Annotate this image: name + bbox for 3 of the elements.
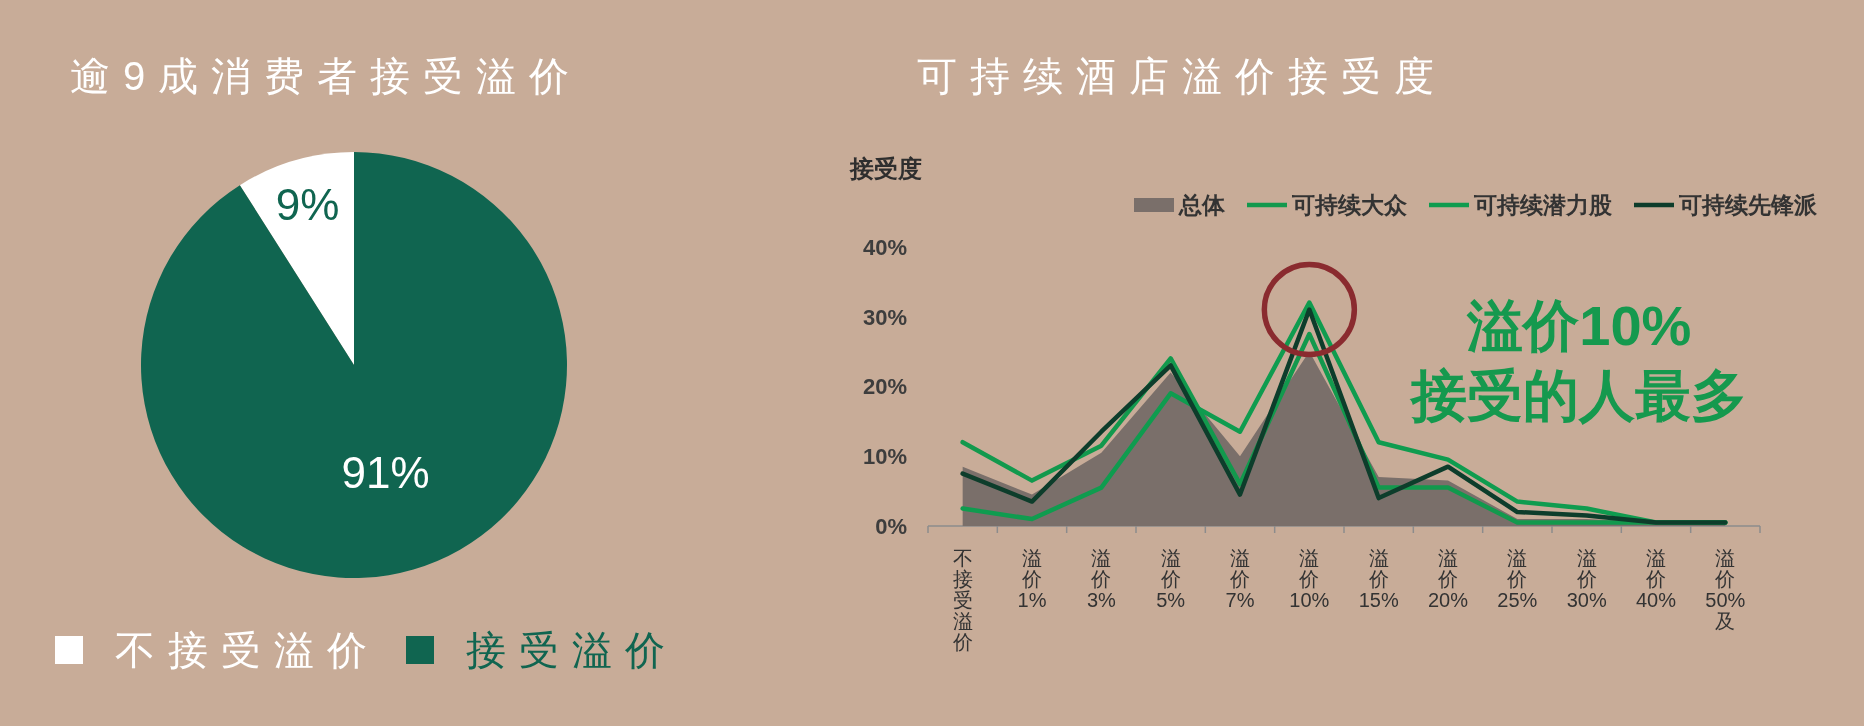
title: 逾9成消费者接受溢价 [70, 54, 583, 98]
annotation: 溢价10% 接受的人最多 [1411, 293, 1748, 427]
title: 可持续酒店溢价接受度 [917, 54, 1447, 98]
